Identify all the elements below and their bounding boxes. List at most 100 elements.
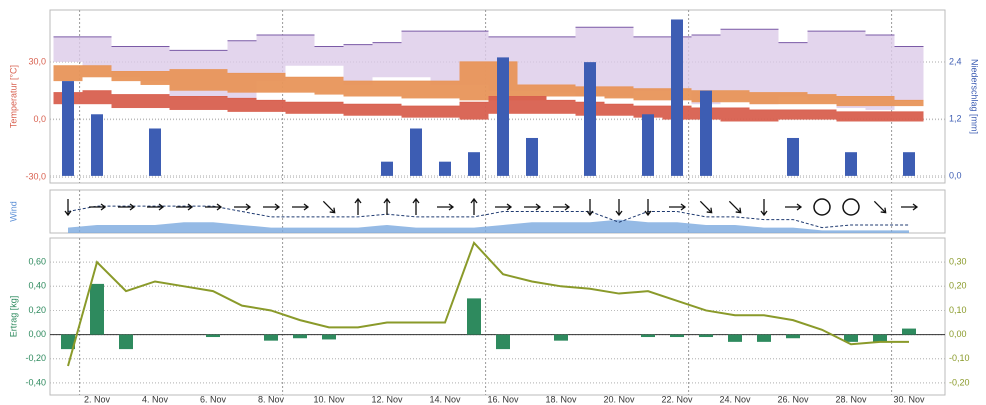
x-tick-label: 22. Nov — [661, 394, 693, 404]
y-tick-label: 30,0 — [28, 56, 46, 66]
temperature-band — [53, 65, 83, 82]
yield-bar — [322, 334, 336, 340]
yield-bar — [670, 334, 684, 338]
wind-arrow — [354, 197, 362, 215]
temperature-band — [517, 36, 547, 91]
wind-arrow — [412, 197, 420, 215]
wind-arrow — [760, 199, 768, 217]
temperature-band — [749, 109, 779, 122]
temperature-band — [720, 108, 750, 122]
temperature-band — [285, 34, 315, 66]
y-tick-label: 0,0 — [33, 114, 46, 124]
temperature-band — [372, 81, 402, 97]
precipitation-bar — [526, 137, 538, 176]
temperature-band — [749, 29, 779, 105]
y2-tick-label: -0,20 — [949, 377, 970, 387]
temperature-band — [720, 29, 750, 101]
temperature-band — [546, 100, 576, 114]
x-tick-label: 14. Nov — [429, 394, 461, 404]
yield-bar — [206, 334, 220, 338]
y2-tick-label: 2,4 — [949, 57, 962, 67]
temperature-band — [198, 96, 228, 110]
wind-arrow — [615, 199, 623, 217]
y2-tick-label: 0,20 — [949, 281, 967, 291]
temperature-band — [140, 94, 170, 109]
wind-arrow — [495, 203, 513, 211]
precipitation-bar — [671, 19, 683, 176]
temperature-band — [256, 100, 286, 112]
yield-line — [67, 240, 909, 367]
precipitation-bar — [642, 114, 654, 176]
precipitation-bar — [468, 152, 480, 176]
wind-arrow — [263, 203, 281, 211]
temperature-band — [227, 73, 257, 93]
yield-bar — [844, 334, 858, 342]
temperature-band — [633, 88, 663, 101]
precipitation-bar — [410, 128, 422, 176]
wind-arrow — [292, 203, 310, 211]
wind-arrow — [669, 203, 687, 211]
bottom-panel — [49, 237, 946, 396]
y-tick-label: -30,0 — [25, 172, 46, 182]
wind-arrow — [383, 197, 391, 215]
yield-bar — [90, 283, 104, 335]
temperature-band — [546, 84, 576, 97]
yield-bar — [61, 334, 75, 350]
temperature-band — [836, 96, 866, 107]
y-axis-label: Wind — [8, 201, 18, 222]
yield-bar — [902, 328, 916, 335]
y-tick-label: 0,60 — [28, 257, 46, 267]
temperature-band — [314, 46, 344, 66]
temperature-band — [372, 42, 402, 78]
yield-bar — [728, 334, 742, 342]
y2-axis-label: Niederschlag [mm] — [970, 59, 980, 134]
precipitation-bar — [497, 57, 509, 176]
precipitation-bar — [149, 128, 161, 176]
temperature-band — [82, 65, 112, 78]
y2-tick-label: 0,0 — [949, 170, 962, 180]
temperature-band — [633, 36, 663, 91]
temperature-band — [865, 96, 895, 107]
temperature-band — [401, 106, 431, 118]
temperature-band — [314, 102, 344, 114]
y-tick-label: 0,40 — [28, 281, 46, 291]
precipitation-bar — [787, 137, 799, 176]
temperature-band — [778, 92, 808, 105]
temperature-band — [749, 92, 779, 105]
temperature-band — [633, 106, 663, 118]
temperature-band — [169, 96, 199, 110]
yield-bar — [496, 334, 510, 350]
x-tick-label: 4. Nov — [142, 394, 169, 404]
precipitation-bar — [381, 161, 393, 176]
temperature-band — [343, 44, 373, 85]
temperature-band — [82, 90, 112, 105]
wind-speed-area — [68, 219, 909, 233]
temperature-band — [604, 86, 634, 99]
y-tick-label: -0,40 — [25, 377, 46, 387]
temperature-band — [430, 81, 460, 99]
wind-arrow — [728, 200, 742, 214]
x-tick-label: 16. Nov — [487, 394, 519, 404]
temperature-band — [807, 94, 837, 105]
temperature-band — [546, 36, 576, 93]
x-tick-label: 30. Nov — [893, 394, 925, 404]
precipitation-bar — [845, 152, 857, 176]
wind-arrow — [89, 203, 107, 211]
temperature-band — [807, 109, 837, 120]
temperature-band — [343, 104, 373, 116]
precipitation-bar — [903, 152, 915, 176]
x-tick-label: 12. Nov — [371, 394, 403, 404]
wind-arrow — [64, 199, 72, 217]
yield-bar — [264, 334, 278, 341]
temperature-band — [778, 42, 808, 97]
wind-arrow — [873, 200, 887, 214]
y2-tick-label: 0,10 — [949, 305, 967, 315]
yield-bar — [293, 334, 307, 339]
wind-arrow — [147, 203, 165, 211]
x-tick-label: 28. Nov — [835, 394, 867, 404]
temperature-band — [111, 94, 141, 109]
wind-gust-line — [67, 205, 909, 229]
temperature-band — [401, 81, 431, 99]
wind-arrow — [644, 199, 652, 217]
temperature-band — [459, 102, 489, 120]
